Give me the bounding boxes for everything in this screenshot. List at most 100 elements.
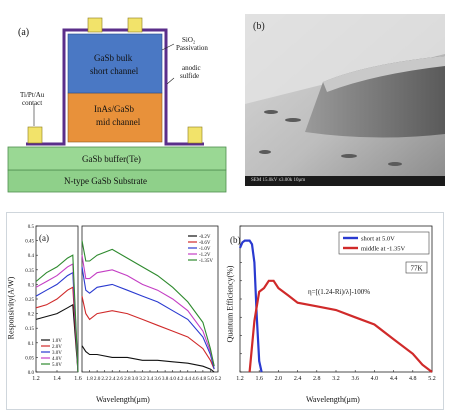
y-tick-label: 0.05 [25,356,34,361]
legend-label: short at 5.0V [361,236,395,243]
x-tick-label: 2.2 [101,376,108,382]
series-line [35,254,79,373]
bottom-contact-left [27,126,43,144]
qe-ylabel: Quantum Efficiency(%) [225,265,235,343]
contact-annot-1: Ti/Pt/Au [20,91,45,99]
device-panel-label: (a) [18,27,30,38]
x-tick-label: 4.4 [390,376,398,382]
x-tick-label: 2.8 [313,376,321,382]
x-tick-label: 4.0 [371,376,379,382]
temperature-box [405,261,428,274]
qe-panel: 1.2 1.6 2.0 2.4 2.8 3.2 3.6 4.0 4.4 4.8 5.2 short a… [225,214,442,408]
y-tick-label: 0.2 [28,313,35,318]
mid-channel-layer [67,92,163,143]
x-tick-label: 4.8 [409,376,417,382]
y-tick-label: 0.4 [28,254,35,259]
legend-label: -0.6V [199,241,211,246]
x-tick-label: 2.6 [117,376,124,382]
series-line [81,255,215,367]
responsivity-xlabel: Wavelength(μm) [96,395,150,404]
device-panel: (a) GaSb bulk short channel InAs/GaSb mi… [4,4,229,196]
legend-label: 1.0V [52,339,62,344]
x-tick-label: 3.2 [332,376,340,382]
legend-label: 4.0V [52,357,62,362]
series-line [35,303,79,373]
series-line [81,295,215,370]
sulfide-annot-2: sulfide [180,72,200,80]
x-tick-label: 2.0 [94,376,101,382]
sem-panel-label: (b) [253,21,265,32]
y-tick-label: 0.0 [28,371,35,376]
bottom-contact-right [187,126,203,144]
legend-label: 2.0V [52,345,62,350]
top-contact-left [87,17,103,33]
short-channel-label-2: short channel [90,66,139,76]
responsivity-panel-label: (a) [39,233,49,243]
y-tick-label: 0.3 [28,283,35,288]
x-tick-label: 1.2 [236,376,244,382]
x-tick-label: 3.0 [132,376,139,382]
x-tick-label: 2.0 [275,376,283,382]
legend-box [338,231,430,255]
temperature-label: 77K [410,265,422,273]
x-tick-label: 2.4 [294,376,302,382]
x-tick-label: 5.2 [215,376,222,382]
responsivity-ylabel: Responsivity(A/W) [6,276,16,340]
x-tick-label: 4.0 [169,376,176,382]
buffer-layer [7,146,227,171]
qe-formula: η=[(1.24-Ri)/λ]-100% [308,288,370,296]
responsivity-chart: 0.0 0.05 0.1 0.15 0.2 0.25 0.3 0.35 0.4 0.45 0.5 1.… [25,225,222,382]
short-channel-layer [67,33,163,94]
x-tick-label: 1.6 [255,376,263,382]
x-tick-label: 5.0 [207,376,214,382]
legend-label: middle at -1.35V [361,246,406,253]
sem-footer: SEM 15.0kV x3.00k 10μm [251,178,306,183]
legend-label: -1.2V [199,253,211,258]
buffer-label: GaSb buffer(Te) [82,154,141,164]
sem-image [245,14,445,186]
series-line [81,240,215,367]
y-tick-label: 0.1 [28,342,35,347]
substrate-label: N-type GaSb Substrate [64,176,147,186]
y-tick-label: 0.45 [25,240,34,245]
qe-chart: 1.2 1.6 2.0 2.4 2.8 3.2 3.6 4.0 4.4 4.8 5.2 short a… [236,225,436,382]
x-tick-label: 4.8 [200,376,207,382]
sulfide-annot-1: anodic [182,64,201,72]
passivation-outline [26,28,204,146]
mid-channel-label-1: InAs/GaSb [94,104,134,114]
series-line [238,239,263,373]
y-tick-label: 0.35 [25,269,34,274]
legend-label: -1.35V [199,259,213,264]
qe-panel-label: (b) [230,235,241,245]
y-tick-label: 0.15 [25,327,34,332]
short-channel-label-1: GaSb bulk [94,53,133,63]
x-tick-label: 1.6 [74,376,82,382]
mid-channel-label-2: mid channel [96,117,141,127]
x-tick-label: 3.6 [154,376,161,382]
x-tick-label: 4.2 [177,376,184,382]
series-line [248,279,433,373]
x-tick-label: 2.8 [124,376,131,382]
x-tick-label: 3.6 [351,376,359,382]
legend-label: 5.0V [52,363,62,368]
sem-panel: (b) SEM 15.0kV x3.00k 10μm [245,14,445,186]
passivation-annot-2: Passivation [176,44,208,52]
device-diagram [7,17,227,193]
x-tick-label: 2.4 [109,376,116,382]
series-line [35,286,79,373]
legend-label: 3.0V [52,351,62,356]
x-tick-label: 4.6 [192,376,199,382]
x-tick-label: 3.2 [139,376,146,382]
responsivity-panel: 0.0 0.05 0.1 0.15 0.2 0.25 0.3 0.35 0.4 0.45 0.5 1.… [6,214,230,408]
passivation-annot-1: SiO₂ [182,36,196,44]
y-tick-label: 0.5 [28,225,35,230]
x-tick-label: 4.4 [185,376,192,382]
qe-xlabel: Wavelength(μm) [306,395,360,404]
top-contact-right [127,17,143,33]
y-tick-label: 0.25 [25,298,34,303]
legend-label: -1.0V [199,247,211,252]
series-line [81,345,215,373]
x-tick-label: 1.2 [32,376,40,382]
x-tick-label: 3.8 [162,376,169,382]
contact-annot-2: contact [22,99,43,107]
